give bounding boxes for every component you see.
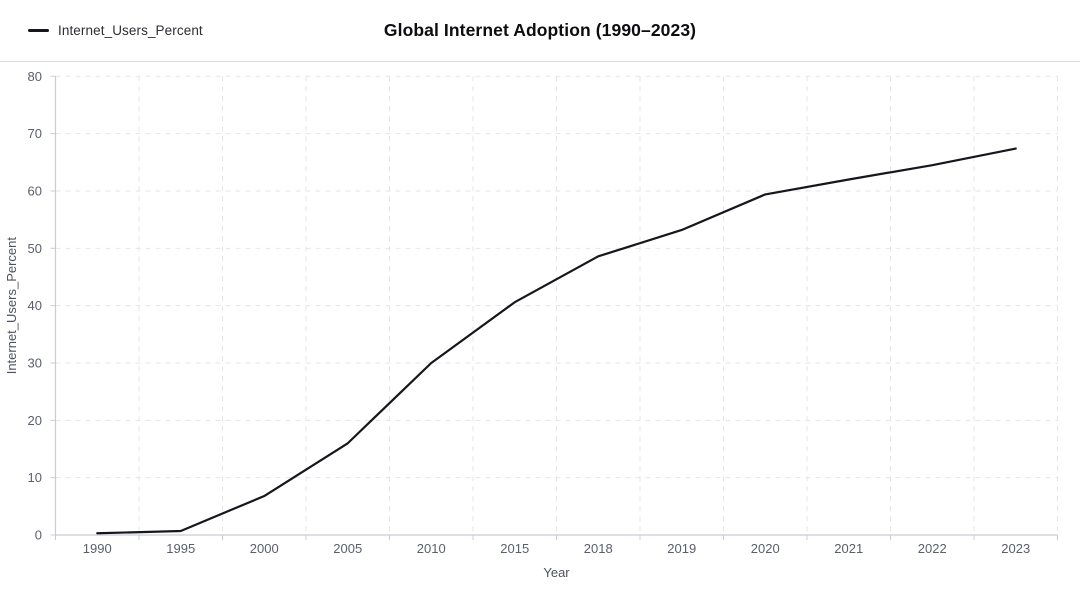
y-tick-label: 20: [28, 413, 42, 428]
y-tick-label: 10: [28, 470, 42, 485]
x-tick-label: 2023: [1001, 541, 1030, 556]
y-tick-label: 70: [28, 126, 42, 141]
series-line: [96, 147, 1017, 535]
x-tick-label: 1995: [166, 541, 195, 556]
x-axis-label: Year: [543, 565, 570, 580]
x-tick-label: 2000: [250, 541, 279, 556]
x-tick-label: 2005: [333, 541, 362, 556]
x-tick-label: 2018: [584, 541, 613, 556]
y-tick-label: 60: [28, 183, 42, 198]
line-chart-svg: 1990 1995 2000 2005 2010 2015 2018 2019 2020 2021…: [0, 61, 1080, 580]
y-tick-label: 80: [28, 69, 42, 84]
x-tick-label: 2019: [667, 541, 696, 556]
x-tick-label: 2020: [751, 541, 780, 556]
line-chart: 1990 1995 2000 2005 2010 2015 2018 2019 2020 2021…: [0, 61, 1080, 594]
y-tick-label: 50: [28, 241, 42, 256]
y-tick-label: 40: [28, 298, 42, 313]
x-tick-label: 1990: [83, 541, 112, 556]
x-tick-label: 2022: [918, 541, 947, 556]
y-axis-label: Internet_Users_Percent: [4, 237, 19, 375]
x-tick-label: 2015: [500, 541, 529, 556]
x-tick-label: 2021: [834, 541, 863, 556]
y-tick-label: 30: [28, 355, 42, 370]
legend-line-swatch-icon: [28, 29, 49, 32]
legend: Internet_Users_Percent: [28, 0, 203, 61]
chart-header: Internet_Users_Percent Global Internet A…: [0, 0, 1080, 61]
y-tick-label: 0: [35, 528, 42, 543]
legend-label: Internet_Users_Percent: [58, 23, 203, 38]
x-tick-label: 2010: [417, 541, 446, 556]
